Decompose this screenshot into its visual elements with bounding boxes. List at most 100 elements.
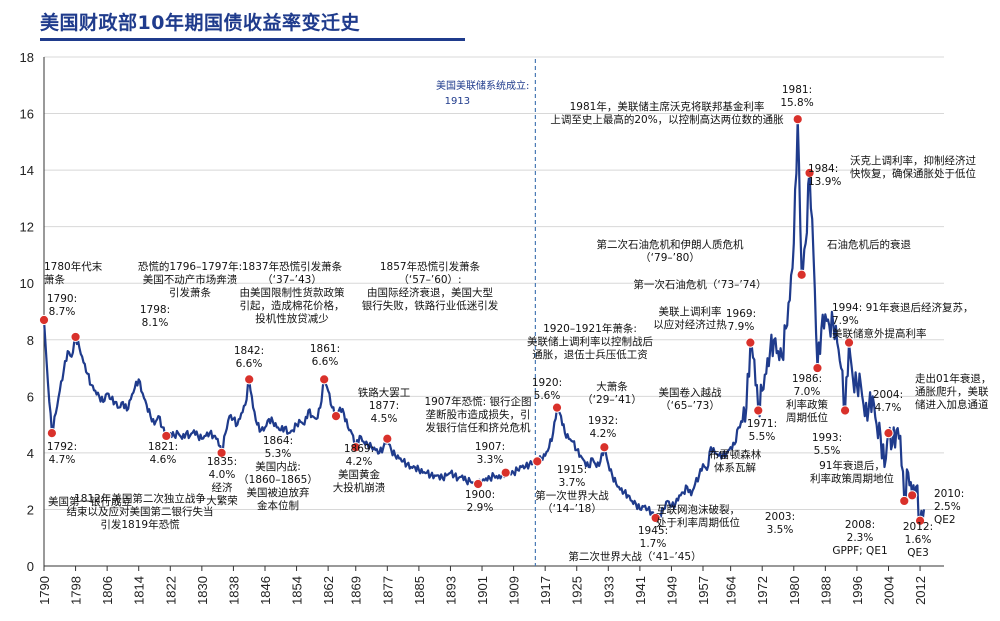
annotation: 沃克上调利率，抑制经济过快恢复，确保通胀处于低位 <box>850 154 976 180</box>
y-tick-label: 8 <box>27 333 34 348</box>
annotation-line: 1835: <box>207 456 237 468</box>
annotation-line: （‘37–’43） <box>262 274 322 286</box>
x-tick-label: 1822 <box>163 576 178 605</box>
annotation-line: 2.5% <box>934 501 961 513</box>
event-marker <box>350 442 361 453</box>
annotation-line: 美联储意外提高利率 <box>832 327 927 340</box>
x-tick-label: 1798 <box>69 576 84 605</box>
annotation-line: 1.6% <box>905 534 932 546</box>
event-marker <box>804 167 815 179</box>
annotation-line: 经济 <box>212 481 233 494</box>
event-marker <box>914 515 926 526</box>
y-tick-labels: 0 2 4 6 8 10 12 14 16 18 <box>20 50 34 574</box>
annotation-line: 互联网泡沫破裂， <box>656 503 740 516</box>
x-tick-label: 1988 <box>818 576 833 605</box>
annotation: 1861: 6.6% <box>310 343 340 368</box>
annotation: 美国第一银行成立 <box>48 495 132 508</box>
annotation-line: 2010: <box>934 488 964 500</box>
annotation-line: 通胀，退伍士兵压低工资 <box>532 348 648 361</box>
y-tick-label: 14 <box>20 163 34 178</box>
annotation-line: 1981年，美联储主席沃克将联邦基金利率 <box>570 100 765 113</box>
annotation-line: 美联储上调利率以控制战后 <box>527 335 653 348</box>
x-tick-label: 1893 <box>443 576 458 605</box>
annotation: 第二次石油危机和伊朗人质危机（‘79–’80） <box>597 238 744 264</box>
annotation-line: 美国卷入越战 <box>659 386 722 399</box>
event-marker <box>899 495 910 507</box>
annotation: 91年衰退后，利率政策周期地位 <box>810 459 894 485</box>
annotation: 1857年恐慌引发萧条（‘57–’60）:由国际经济衰退，美国大型银行失败，铁路… <box>362 260 499 312</box>
event-marker <box>551 402 563 413</box>
event-marker <box>500 467 511 478</box>
x-tick-label: 1964 <box>724 576 739 605</box>
annotation-line: 1812年美国第二次独立战争 <box>74 492 206 505</box>
y-tick-label: 10 <box>20 276 34 291</box>
annotation: 2010: 2.5% QE2 <box>934 488 964 526</box>
event-marker <box>532 456 543 467</box>
series-line <box>42 118 926 524</box>
annotation-line: 4.5% <box>371 413 398 425</box>
annotation-line: 利率政策周期地位 <box>810 472 894 485</box>
annotation-line: 大萧条 <box>596 380 628 393</box>
annotation-line: 1837年恐慌引发萧条 <box>242 260 343 273</box>
annotation-line: 7.9% <box>832 315 859 327</box>
x-tick-label: 1909 <box>507 576 522 605</box>
annotation-line: 15.8% <box>780 97 813 109</box>
event-marker <box>46 427 57 439</box>
annotation-line: 1984: <box>808 163 838 175</box>
annotation: 2004: 4.7% <box>873 389 903 414</box>
annotation-line: 处于利率周期低位 <box>656 516 740 529</box>
annotation-line: 1986: <box>792 373 822 385</box>
annotation-line: QE3 <box>907 547 929 559</box>
annotation: 大萧条（‘29–’41） <box>582 380 642 406</box>
annotation-line: 1869: <box>344 443 374 455</box>
annotation-line: 8.7% <box>49 306 76 318</box>
y-tick-label: 0 <box>27 559 34 574</box>
annotation: 1971: 5.5% <box>747 418 777 443</box>
annotation-line: 金本位制 <box>257 499 299 512</box>
annotation: 1984: 13.9% <box>808 163 841 188</box>
annotation: 1837年恐慌引发萧条（‘37–’43）由美国限制性货款政策引起，造成棉花价格，… <box>240 260 345 325</box>
annotation-line: 第二次世界大战（‘41–’45） <box>568 550 701 563</box>
event-marker <box>330 411 342 422</box>
annotation: 石油危机后的衰退 <box>827 238 911 251</box>
event-marker <box>38 314 50 326</box>
annotation: 1969: 7.9% <box>726 308 756 333</box>
annotation: 1981年，美联储主席沃克将联邦基金利率上调至史上最高的20%，以控制高达两位数… <box>550 100 784 126</box>
annotation-line: 7.9% <box>728 321 755 333</box>
annotation-line: 2.9% <box>467 502 494 514</box>
annotation-line: GPPF; QE1 <box>832 545 887 557</box>
annotation-line: 第一次石油危机（‘73–’74） <box>633 278 766 291</box>
annotation-line: 8.1% <box>142 317 169 329</box>
annotation-line: 1907年恐慌: 银行企图 <box>424 395 531 408</box>
event-marker <box>753 405 764 416</box>
annotation-line: 4.6% <box>150 454 177 466</box>
y-tick-label: 16 <box>20 107 34 122</box>
x-tick-label: 1885 <box>412 576 427 605</box>
annotation-line: 1907: <box>475 441 505 453</box>
event-marker <box>745 337 756 348</box>
x-tick-label: 1949 <box>664 576 679 605</box>
annotation-line: 2.3% <box>847 532 874 544</box>
annotation-line: 1993: <box>812 432 842 444</box>
annotation-line: 6.6% <box>312 356 339 368</box>
annotation-line: 2008: <box>845 519 875 531</box>
annotation-line: 大繁荣 <box>206 494 238 507</box>
annotation-line: 美国内战: <box>255 460 301 473</box>
annotation-line: 通胀爬升，美联 <box>915 385 989 398</box>
title-underline <box>40 38 465 41</box>
annotation-line: 储进入加息通道 <box>915 398 989 411</box>
annotation-line: 3.7% <box>559 477 586 489</box>
annotation-line: 4.7% <box>875 402 902 414</box>
annotation-line: 美国黄金 <box>338 468 380 481</box>
x-tick-label: 2004 <box>881 576 896 605</box>
x-tick-label: 1846 <box>258 576 273 605</box>
annotation: 1798: 8.1% <box>140 304 170 329</box>
annotation-line: 垄断股市造成损失，引 <box>426 408 531 421</box>
y-tick-label: 12 <box>20 220 34 235</box>
event-marker <box>216 447 227 458</box>
annotation-line: 美联上调利率 <box>659 305 722 318</box>
annotation-line: 引起，造成棉花价格， <box>240 299 345 312</box>
annotation-line: 1920–1921年萧条: <box>543 322 637 335</box>
annotation-line: 1798: <box>140 304 170 316</box>
